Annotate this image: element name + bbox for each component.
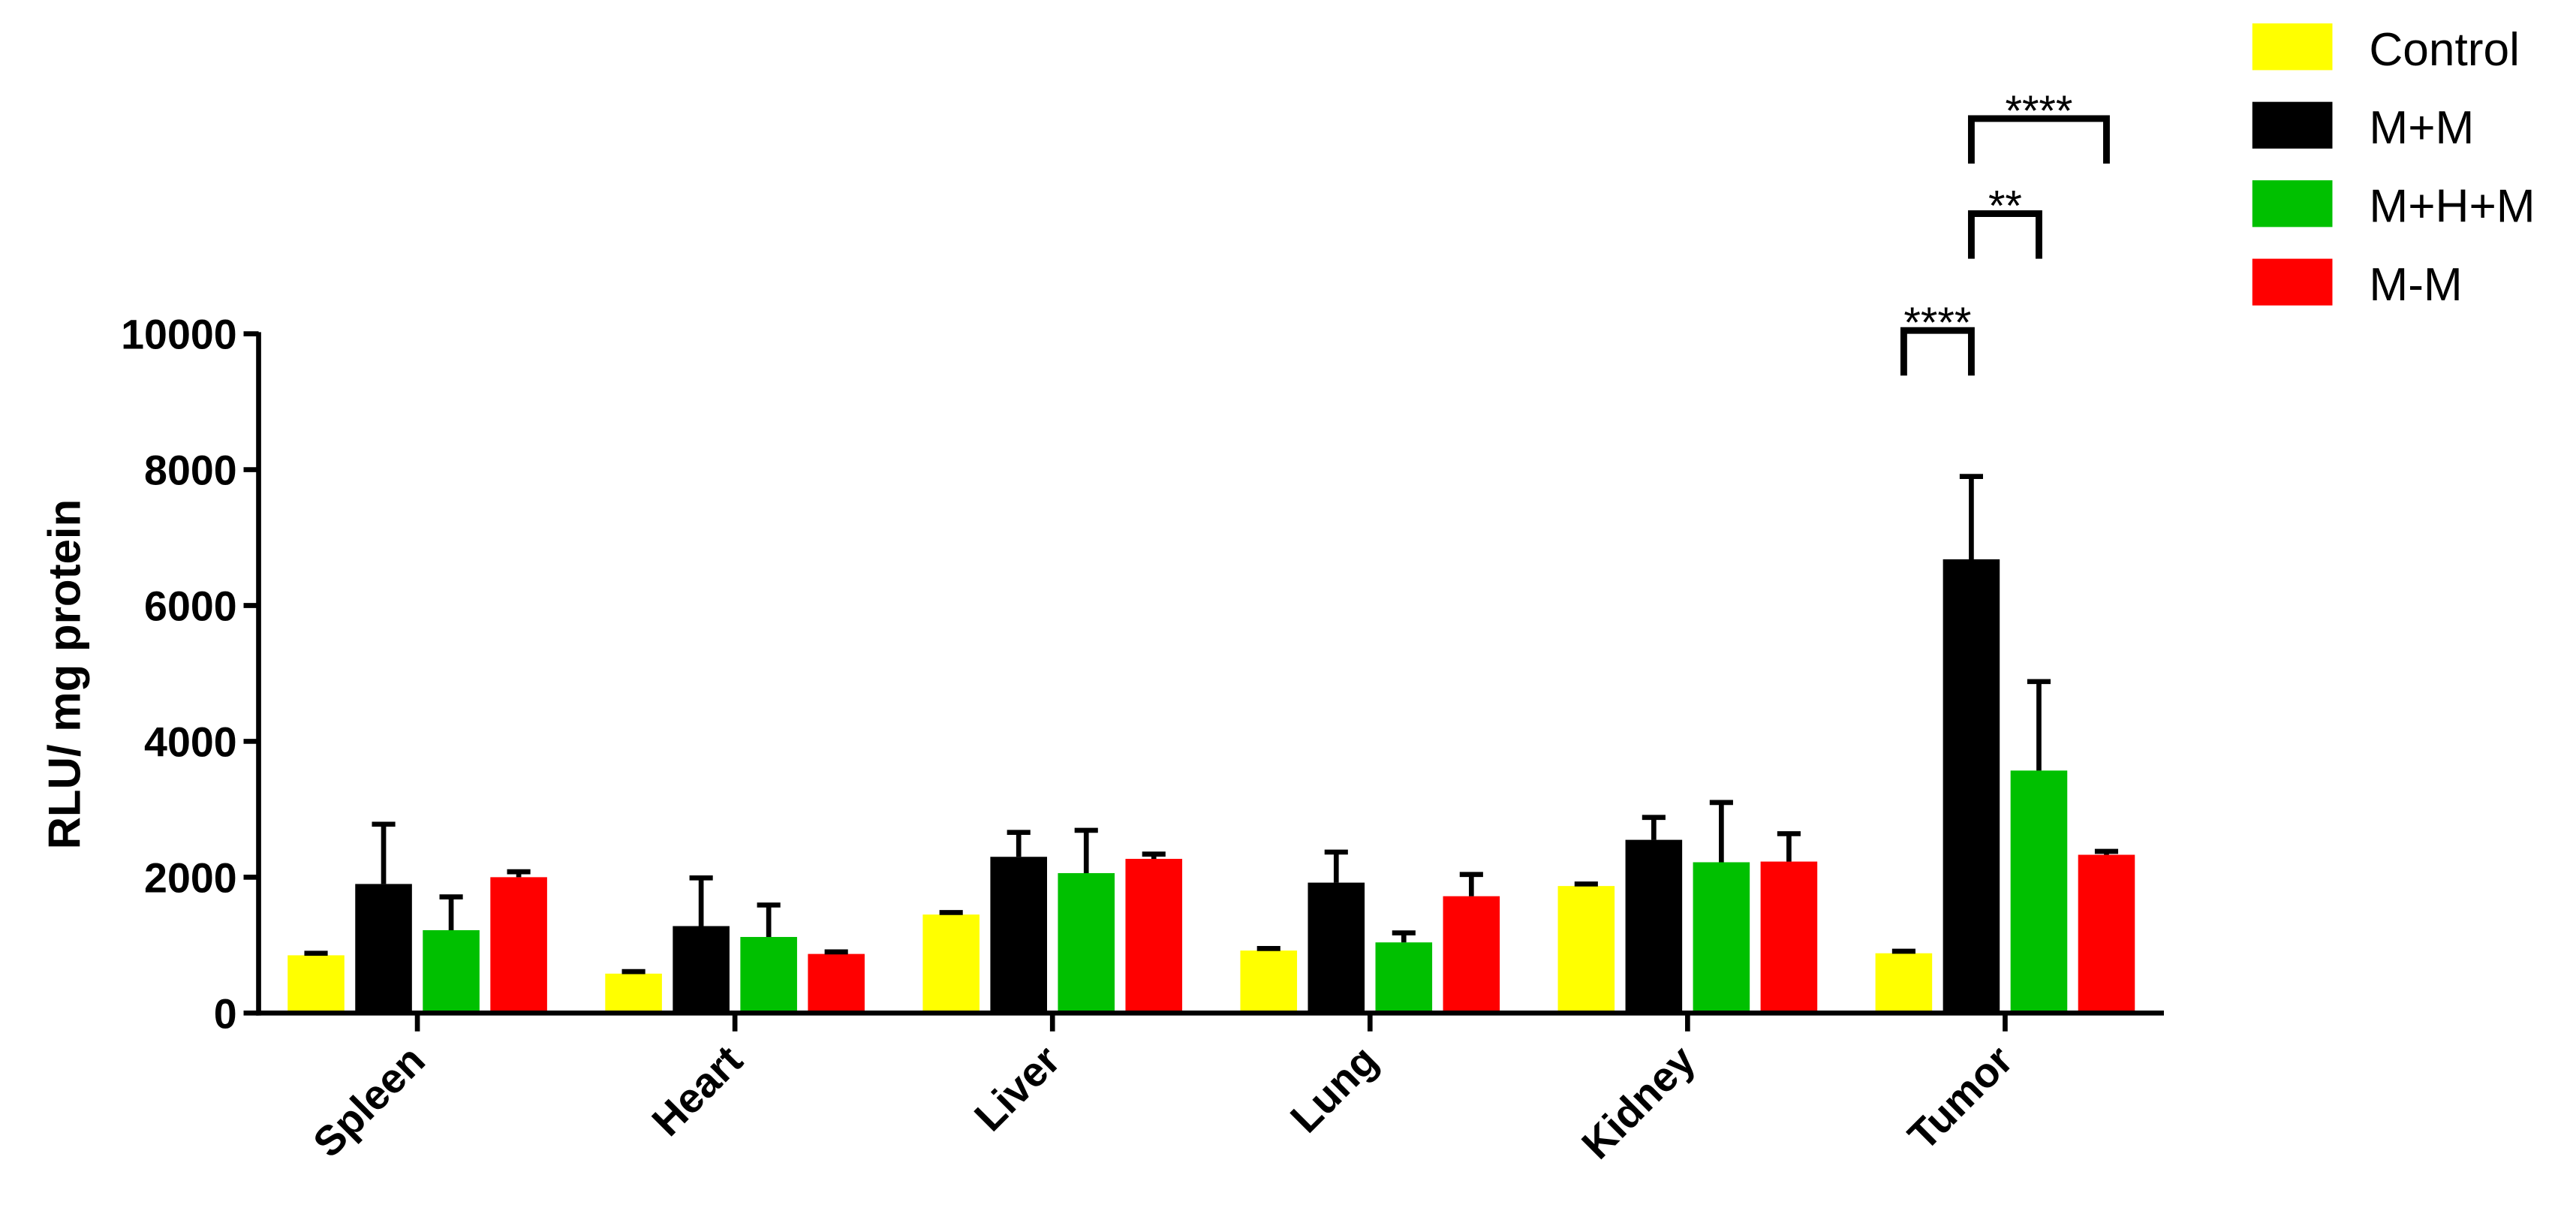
y-tick-label: 0 xyxy=(214,990,237,1037)
error-bar xyxy=(1074,827,1098,873)
bar xyxy=(2010,770,2068,1014)
bar xyxy=(990,857,1047,1014)
bar xyxy=(1760,861,1818,1014)
legend-label: M+M xyxy=(2369,102,2474,154)
error-bar xyxy=(507,869,531,878)
y-tick-label: 2000 xyxy=(144,854,237,901)
significance-label: ** xyxy=(1988,182,2022,230)
error-bar xyxy=(1642,815,1666,840)
bar xyxy=(1375,942,1433,1014)
legend-label: Control xyxy=(2369,24,2520,76)
x-tick-label: Tumor xyxy=(1899,1037,2021,1159)
error-bar xyxy=(372,821,396,884)
legend-swatch xyxy=(2252,180,2333,227)
significance-bracket xyxy=(1967,210,2042,259)
legend-label: M-M xyxy=(2369,259,2462,311)
bar xyxy=(1125,858,1183,1014)
error-bar xyxy=(1891,948,1915,954)
y-tick-label: 4000 xyxy=(144,718,237,765)
bar xyxy=(490,877,547,1014)
x-tick-label: Spleen xyxy=(304,1037,434,1167)
bar xyxy=(922,914,980,1014)
error-bar xyxy=(689,875,713,926)
bar xyxy=(1557,886,1615,1014)
bar xyxy=(1443,896,1500,1014)
significance-bracket xyxy=(1967,115,2110,164)
y-tick-label: 10000 xyxy=(121,312,236,358)
bar xyxy=(1240,950,1298,1014)
bar xyxy=(605,973,662,1014)
error-bar xyxy=(439,894,463,930)
significance-label: **** xyxy=(2005,87,2072,135)
bar xyxy=(1875,953,1933,1014)
y-axis-title: RLU/ mg protein xyxy=(40,499,90,850)
bar xyxy=(673,926,730,1014)
bar xyxy=(808,953,865,1014)
legend-swatch xyxy=(2252,258,2333,306)
bar xyxy=(1625,839,1683,1014)
x-tick-label: Lung xyxy=(1281,1037,1386,1142)
y-tick-label: 6000 xyxy=(144,583,237,630)
y-tick-label: 8000 xyxy=(144,447,237,494)
error-bar xyxy=(1959,474,1983,559)
error-bar xyxy=(1142,851,1166,859)
error-bar xyxy=(1392,930,1416,943)
bar xyxy=(740,936,797,1014)
error-bar xyxy=(824,949,848,955)
legend-swatch xyxy=(2252,23,2333,71)
error-bar xyxy=(621,969,646,975)
bar xyxy=(355,884,412,1014)
error-bar xyxy=(2094,848,2119,855)
bar xyxy=(1058,872,1115,1014)
error-bar xyxy=(1709,800,1733,863)
bar xyxy=(1943,559,2000,1014)
error-bar xyxy=(1574,881,1598,887)
bar xyxy=(2078,854,2135,1014)
bar xyxy=(1308,882,1365,1014)
error-bar xyxy=(1007,830,1031,857)
bar xyxy=(423,929,480,1014)
error-bar xyxy=(2027,679,2051,771)
bar xyxy=(1693,862,1750,1014)
bar xyxy=(287,955,345,1014)
error-bar xyxy=(1324,849,1348,883)
x-tick-label: Heart xyxy=(643,1037,751,1145)
legend-label: M+H+M xyxy=(2369,181,2535,233)
error-bar xyxy=(1256,946,1280,951)
legend-swatch xyxy=(2252,101,2333,149)
error-bar xyxy=(304,950,328,956)
error-bar xyxy=(757,902,781,937)
error-bar xyxy=(1459,872,1483,896)
error-bar xyxy=(939,910,963,915)
significance-bracket xyxy=(1900,327,1975,376)
error-bar xyxy=(1777,831,1801,862)
significance-label: **** xyxy=(1903,299,1971,347)
x-tick-label: Liver xyxy=(965,1037,1069,1140)
x-tick-label: Kidney xyxy=(1572,1037,1704,1168)
